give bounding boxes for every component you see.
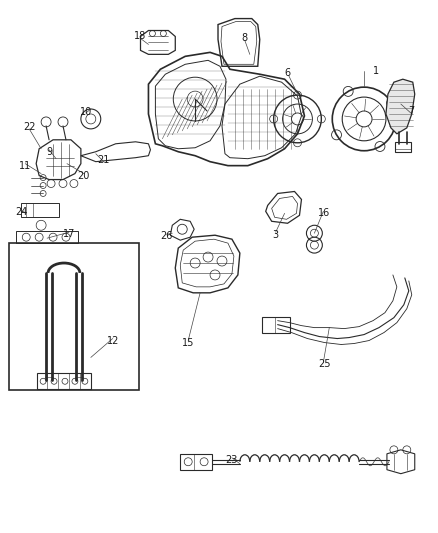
Polygon shape: [386, 79, 415, 134]
Text: 9: 9: [46, 147, 52, 157]
Bar: [395, 142, 411, 152]
Text: 11: 11: [19, 160, 32, 171]
Text: 18: 18: [134, 31, 147, 42]
Text: 6: 6: [285, 68, 291, 78]
Text: 8: 8: [242, 34, 248, 44]
Text: 17: 17: [63, 229, 75, 239]
Bar: [180, 454, 212, 470]
Bar: [37, 373, 91, 389]
Text: 26: 26: [160, 231, 173, 241]
Text: 20: 20: [78, 171, 90, 181]
Text: 15: 15: [182, 337, 194, 348]
Text: 16: 16: [318, 208, 330, 219]
Text: 7: 7: [409, 106, 415, 116]
Bar: [16, 231, 78, 243]
Text: 21: 21: [98, 155, 110, 165]
Text: 10: 10: [80, 107, 92, 117]
Text: 25: 25: [318, 359, 331, 369]
Bar: [9, 243, 138, 390]
Bar: [21, 204, 59, 217]
Text: 24: 24: [15, 207, 28, 217]
Text: 12: 12: [106, 336, 119, 345]
Bar: [262, 317, 290, 333]
Text: 3: 3: [272, 230, 279, 240]
Text: 23: 23: [226, 455, 238, 465]
Text: 22: 22: [23, 122, 35, 132]
Text: 1: 1: [373, 66, 379, 76]
